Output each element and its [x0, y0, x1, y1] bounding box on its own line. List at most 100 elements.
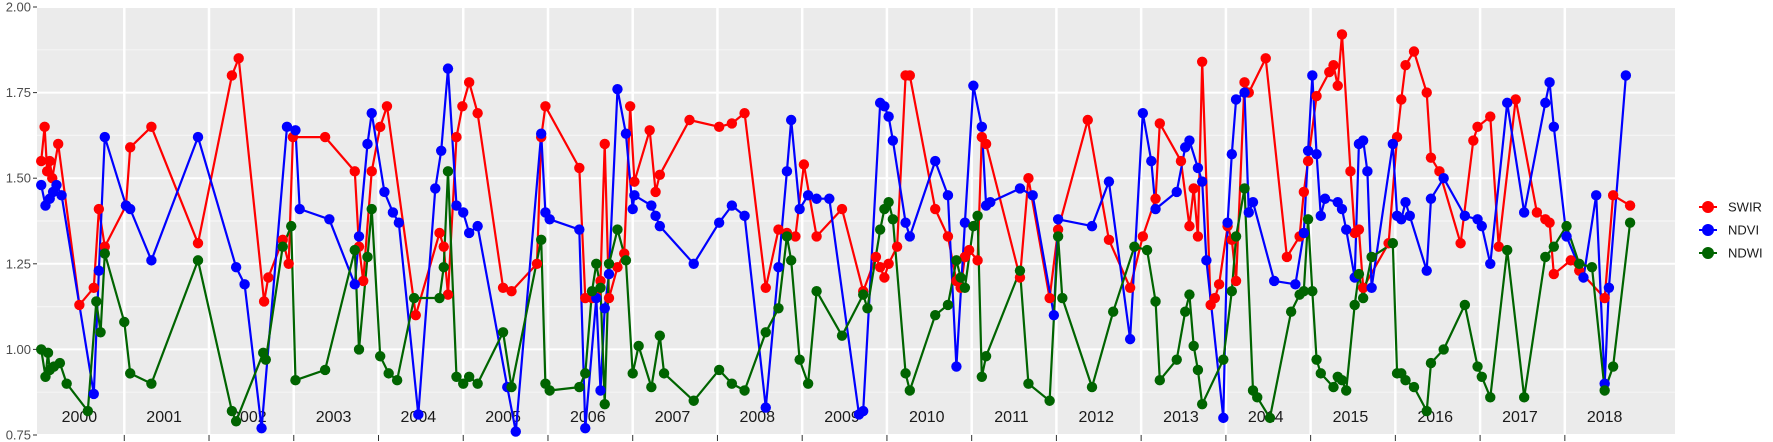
year-label: 2009	[824, 409, 860, 426]
data-point-ndwi	[319, 364, 331, 376]
data-point-ndvi	[442, 63, 454, 74]
data-point-swir	[879, 272, 890, 283]
data-point-ndwi	[1476, 371, 1487, 382]
data-point-swir	[1281, 251, 1293, 263]
data-point-swir	[1531, 207, 1543, 218]
data-point-ndvi	[1230, 94, 1242, 105]
data-point-ndwi	[1298, 285, 1310, 297]
data-point-swir	[374, 121, 386, 133]
data-point-swir	[52, 138, 64, 150]
data-point-ndvi	[1226, 149, 1238, 160]
data-point-ndwi	[1438, 344, 1449, 355]
data-point-ndvi	[544, 214, 555, 225]
data-point-swir	[531, 258, 543, 269]
data-point-ndwi	[438, 262, 449, 273]
data-point-ndwi	[366, 203, 377, 215]
data-point-ndwi	[658, 368, 670, 379]
data-point-swir	[1565, 255, 1576, 266]
data-point-swir	[1455, 238, 1466, 249]
legend-key-dot-swir	[1702, 201, 1714, 213]
data-point-ndvi	[900, 217, 911, 228]
data-point-ndvi	[93, 265, 105, 276]
data-point-ndwi	[1400, 375, 1411, 386]
data-point-swir	[891, 241, 903, 252]
data-point-swir	[1493, 241, 1504, 252]
data-point-swir	[1302, 155, 1314, 167]
data-point-ndvi	[968, 80, 979, 91]
year-label: 2018	[1587, 409, 1623, 426]
data-point-ndwi	[646, 381, 657, 393]
data-point-ndvi	[51, 179, 62, 191]
data-point-swir	[1023, 173, 1034, 184]
data-point-ndwi	[1141, 244, 1153, 256]
data-point-swir	[233, 53, 244, 64]
data-point-swir	[1408, 46, 1420, 57]
year-label: 2006	[570, 409, 606, 426]
data-point-swir	[192, 238, 204, 249]
data-point-ndwi	[959, 282, 971, 293]
year-label: 2017	[1502, 409, 1538, 426]
data-point-ndvi	[1222, 217, 1233, 228]
data-point-ndwi	[1188, 340, 1199, 352]
data-point-ndvi	[620, 128, 632, 139]
data-point-ndwi	[1014, 265, 1026, 276]
data-point-ndwi	[599, 398, 610, 410]
data-point-ndvi	[1290, 279, 1301, 290]
data-point-ndvi	[794, 203, 805, 215]
data-point-ndwi	[1184, 289, 1195, 300]
data-point-ndwi	[976, 371, 988, 382]
data-point-ndwi	[1129, 241, 1140, 252]
data-point-ndwi	[858, 289, 869, 300]
data-point-ndwi	[654, 330, 666, 341]
data-point-swir	[904, 70, 916, 81]
data-point-ndvi	[290, 125, 301, 136]
data-point-ndwi	[1307, 285, 1318, 297]
data-point-ndvi	[760, 402, 771, 413]
data-point-swir	[1154, 118, 1165, 129]
data-point-ndvi	[1315, 210, 1326, 222]
data-point-ndwi	[458, 378, 469, 389]
data-point-ndvi	[811, 193, 822, 204]
data-point-ndvi	[294, 203, 305, 215]
data-point-ndwi	[972, 210, 983, 222]
data-point-ndwi	[1387, 238, 1399, 249]
data-point-ndvi	[1298, 227, 1310, 239]
data-point-ndvi	[472, 220, 483, 232]
data-point-ndvi	[574, 224, 585, 235]
data-point-ndvi	[1150, 203, 1161, 215]
data-point-ndvi	[1171, 186, 1182, 198]
data-point-swir	[773, 224, 784, 235]
data-point-ndvi	[1421, 265, 1432, 276]
data-point-ndwi	[1548, 241, 1560, 252]
data-point-ndvi	[1137, 107, 1149, 119]
year-label: 2010	[909, 409, 945, 426]
data-point-ndwi	[1285, 306, 1297, 317]
year-label: 2008	[739, 409, 775, 426]
data-point-ndwi	[688, 395, 699, 406]
data-point-swir	[263, 272, 274, 283]
data-point-ndvi	[324, 214, 335, 225]
data-point-ndvi	[773, 262, 784, 273]
data-point-ndwi	[146, 378, 157, 389]
data-point-swir	[811, 231, 822, 242]
data-point-swir	[1485, 111, 1496, 122]
series-layer	[36, 29, 1636, 437]
data-point-swir	[36, 155, 47, 167]
data-point-swir	[497, 282, 509, 293]
data-point-swir	[1239, 77, 1250, 88]
data-point-ndwi	[713, 364, 725, 376]
data-point-swir	[39, 121, 50, 133]
data-point-swir	[1188, 183, 1199, 194]
data-point-swir	[1137, 231, 1149, 242]
data-point-swir	[1103, 234, 1115, 246]
data-point-ndvi	[458, 207, 469, 218]
data-point-ndvi	[713, 217, 725, 228]
data-point-swir	[1624, 200, 1636, 211]
data-point-swir	[506, 285, 517, 297]
data-point-ndwi	[1218, 354, 1229, 365]
data-point-ndvi	[362, 138, 373, 150]
data-point-swir	[1150, 193, 1161, 204]
data-point-swir	[1544, 217, 1555, 228]
data-point-ndvi	[595, 385, 606, 396]
data-point-ndvi	[535, 128, 547, 139]
